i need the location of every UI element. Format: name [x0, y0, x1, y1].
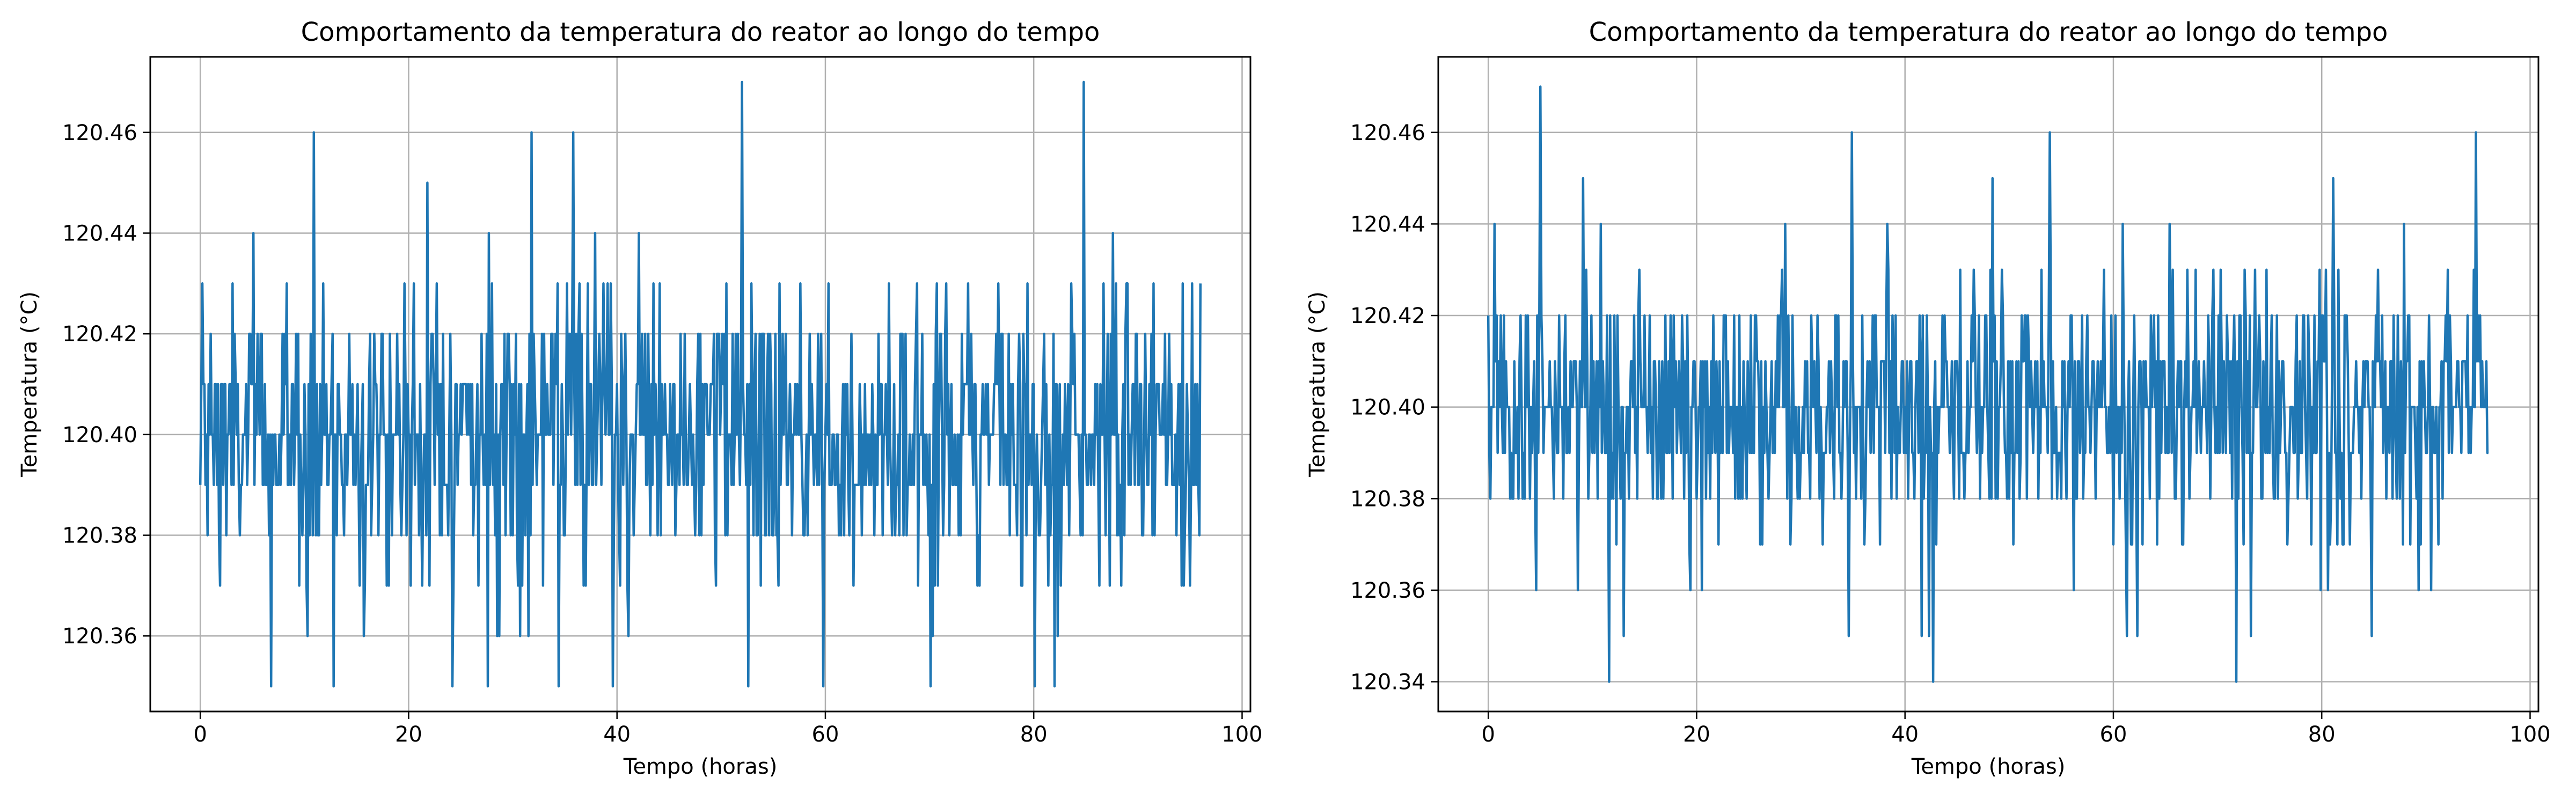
y-tick-label: 120.42 — [62, 322, 137, 347]
y-axis-label: Temperatura (°C) — [1305, 291, 1330, 478]
x-tick-label: 20 — [395, 722, 422, 747]
x-tick-label: 40 — [603, 722, 631, 747]
series-line — [199, 80, 1202, 688]
y-tick-label: 120.44 — [1350, 212, 1425, 237]
x-axis-label: Tempo (horas) — [623, 754, 778, 779]
x-tick-label: 80 — [2308, 722, 2336, 747]
y-axis-label: Temperatura (°C) — [17, 291, 42, 478]
x-tick-label: 80 — [1020, 722, 1048, 747]
y-tick-label: 120.46 — [1350, 121, 1425, 145]
y-tick-label: 120.36 — [1350, 578, 1425, 603]
chart-panel-1: 0 20 40 60 80 100 120.36 120.38 120.40 120.42 120.… — [17, 17, 1263, 779]
y-tick-label: 120.34 — [1350, 670, 1425, 695]
x-tick-label: 100 — [1221, 722, 1262, 747]
x-axis-label: Tempo (horas) — [1911, 754, 2066, 779]
x-tick-label: 40 — [1891, 722, 1919, 747]
x-tick-label: 60 — [812, 722, 839, 747]
y-tick-label: 120.40 — [1350, 395, 1425, 420]
series-line — [1487, 85, 2489, 683]
x-tick-label: 100 — [2509, 722, 2550, 747]
y-tick-label: 120.38 — [62, 524, 137, 548]
x-tick-label: 60 — [2100, 722, 2127, 747]
axes-frame — [149, 56, 1252, 713]
y-tick-label: 120.38 — [1350, 487, 1425, 511]
x-tick-label: 0 — [193, 722, 207, 747]
y-tick-label: 120.46 — [62, 121, 137, 145]
y-tick-label: 120.40 — [62, 423, 137, 447]
y-tick-label: 120.44 — [62, 221, 137, 246]
x-tick-label: 0 — [1481, 722, 1495, 747]
chart-title: Comportamento da temperatura do reator a… — [1589, 17, 2388, 47]
chart-panel-2: 0 20 40 60 80 100 120.34 120.36 120.38 120.40 120.… — [1305, 17, 2551, 779]
axes-frame — [1437, 56, 2540, 713]
chart-title: Comportamento da temperatura do reator a… — [301, 17, 1100, 47]
y-tick-label: 120.36 — [62, 624, 137, 649]
y-tick-label: 120.42 — [1350, 304, 1425, 328]
x-tick-label: 20 — [1683, 722, 1710, 747]
